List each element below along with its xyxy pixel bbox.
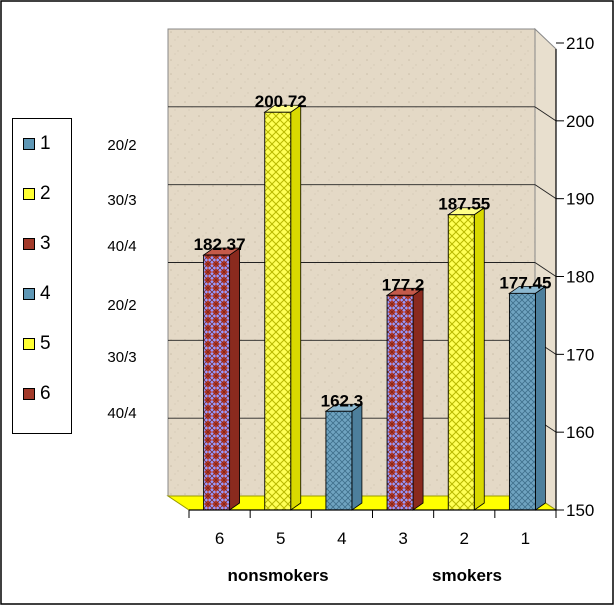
legend-item: 3 (23, 233, 51, 255)
y-tick-label: 170 (566, 345, 594, 364)
bar-side (473, 206, 485, 511)
y-tick-label: 210 (566, 34, 594, 53)
legend-label: 4 (40, 283, 51, 304)
gridline-depth (534, 106, 557, 122)
side-note-label: 40/4 (107, 238, 137, 255)
legend-item: 1 (23, 133, 51, 155)
x-tick-label: 5 (276, 529, 285, 548)
data-labels: 182.37 200.72 162.3 177.2 187.55 177.45 (194, 92, 552, 410)
x-tick-label: 3 (398, 529, 407, 548)
legend-swatch (23, 388, 35, 400)
bar-front (508, 292, 536, 511)
legend-label: 5 (40, 333, 51, 354)
bar-front (447, 214, 475, 511)
y-axis: 150 160 170 180 190 200 210 (555, 34, 594, 520)
x-tick-label: 2 (460, 529, 469, 548)
legend-item: 4 (23, 283, 51, 305)
legend-swatch (23, 238, 35, 250)
bar-side (229, 247, 240, 511)
side-note-label: 40/4 (107, 405, 137, 422)
data-label: 187.55 (438, 195, 490, 214)
bars (202, 104, 547, 511)
bar-side (351, 403, 363, 511)
side-note-label: 20/2 (107, 297, 137, 314)
y-tick-label: 150 (566, 501, 594, 520)
side-note-label: 20/2 (107, 137, 137, 154)
bar (446, 206, 486, 511)
data-label: 182.37 (194, 235, 246, 254)
side-note-label: 30/3 (107, 192, 137, 209)
bar (202, 247, 241, 511)
bar-side (535, 285, 546, 511)
bar (508, 285, 547, 511)
legend-label: 3 (40, 233, 51, 254)
legend-item: 6 (23, 383, 51, 405)
y-tick-label: 180 (566, 268, 594, 287)
x-tick-label: 1 (521, 529, 530, 548)
bar (324, 403, 364, 511)
y-tick-label: 200 (566, 112, 594, 131)
bar-front (264, 111, 292, 511)
gridline-depth (534, 184, 557, 200)
legend: 1 2 3 4 5 6 (12, 118, 72, 434)
legend-label: 1 (40, 133, 51, 154)
legend-swatch (23, 288, 35, 300)
bar (263, 104, 303, 511)
group-label-smokers: smokers (432, 566, 502, 585)
bar-front (386, 294, 414, 511)
bar-side (412, 287, 424, 511)
legend-swatch (23, 338, 35, 350)
bar-side (290, 104, 302, 511)
x-tick-label: 4 (337, 529, 346, 548)
data-label: 177.45 (499, 273, 551, 292)
legend-swatch (23, 138, 35, 150)
gridline-depth (534, 262, 557, 277)
data-label: 200.72 (255, 92, 307, 111)
legend-label: 6 (40, 383, 51, 404)
legend-swatch (23, 188, 35, 200)
legend-item: 2 (23, 183, 51, 205)
group-label-nonsmokers: nonsmokers (227, 566, 328, 585)
y-tick-label: 160 (566, 423, 594, 442)
legend-item: 5 (23, 333, 51, 355)
side-note-label: 30/3 (107, 349, 137, 366)
data-label: 177.2 (382, 275, 425, 294)
bar-front (325, 410, 353, 511)
bar (385, 287, 425, 511)
x-axis: 6 5 4 3 2 1 (188, 509, 557, 548)
bar-front (203, 254, 231, 511)
legend-label: 2 (40, 183, 51, 204)
y-tick-label: 190 (566, 190, 594, 209)
x-tick-label: 6 (215, 529, 224, 548)
data-label: 162.3 (321, 391, 364, 410)
